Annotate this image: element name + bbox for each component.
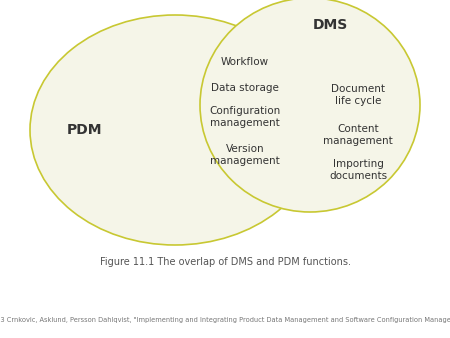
Ellipse shape	[200, 0, 420, 212]
Text: Content
management: Content management	[323, 124, 393, 146]
Text: Data storage: Data storage	[211, 83, 279, 93]
Text: Version
management: Version management	[210, 144, 280, 166]
Text: DMS: DMS	[312, 18, 347, 32]
Text: Document
life cycle: Document life cycle	[331, 84, 385, 106]
Text: Workflow: Workflow	[221, 57, 269, 67]
Text: Configuration
management: Configuration management	[209, 106, 281, 128]
Ellipse shape	[30, 15, 320, 245]
Text: Figure 11.1 The overlap of DMS and PDM functions.: Figure 11.1 The overlap of DMS and PDM f…	[99, 257, 351, 267]
Text: Importing
documents: Importing documents	[329, 159, 387, 181]
Text: © 2003 Crnkovic, Asklund, Persson Dahlqvist, "Implementing and Integrating Produ: © 2003 Crnkovic, Asklund, Persson Dahlqv…	[0, 317, 450, 323]
Text: PDM: PDM	[67, 123, 103, 137]
